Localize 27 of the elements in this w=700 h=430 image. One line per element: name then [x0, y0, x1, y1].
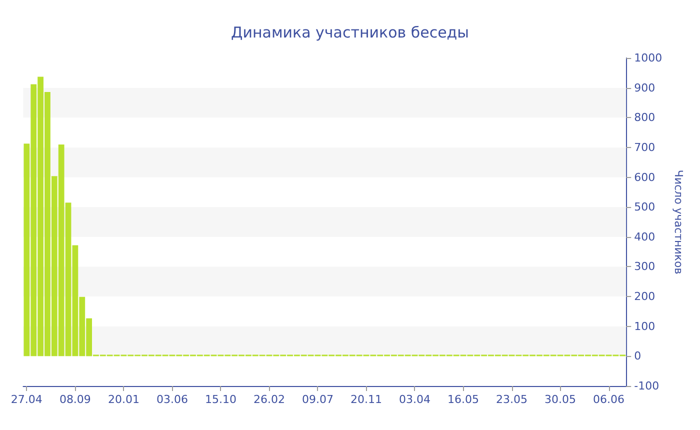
- x-tick-label: 27.04: [10, 393, 42, 406]
- y-tick-label: 800: [634, 111, 656, 124]
- y-tick-label: 700: [634, 140, 656, 154]
- x-tick-label: 15.10: [204, 393, 236, 406]
- x-tick-label: 26.02: [253, 393, 285, 406]
- y-tick-label: 300: [634, 260, 656, 274]
- chart-title: Динамика участников беседы: [230, 24, 470, 42]
- x-tick-label: 20.01: [108, 393, 140, 406]
- y-tick-label: -100: [634, 380, 660, 392]
- x-tick-label: 16.05: [448, 393, 480, 406]
- y-tick-label: 100: [634, 320, 656, 333]
- y-tick-label: 200: [634, 290, 656, 304]
- x-tick-label: 03.06: [156, 393, 188, 406]
- y-axis-title: Число участников: [672, 170, 685, 274]
- y-tick-label: 500: [634, 200, 656, 214]
- x-tick-label: 09.07: [302, 393, 334, 406]
- x-tick-label: 20.11: [350, 393, 382, 406]
- y-tick-label: 400: [634, 230, 656, 244]
- y-tick-label: 900: [634, 81, 656, 94]
- x-tick-label: 30.05: [544, 393, 576, 406]
- y-tick-label: 600: [634, 170, 656, 184]
- x-tick-label: 06.06: [593, 393, 625, 406]
- x-tick-label: 03.04: [399, 393, 430, 406]
- y-tick-label: 0: [634, 350, 642, 363]
- x-tick-label: 23.05: [496, 393, 528, 406]
- y-tick-label: 1000: [634, 52, 662, 64]
- x-tick-label: 08.09: [59, 393, 91, 406]
